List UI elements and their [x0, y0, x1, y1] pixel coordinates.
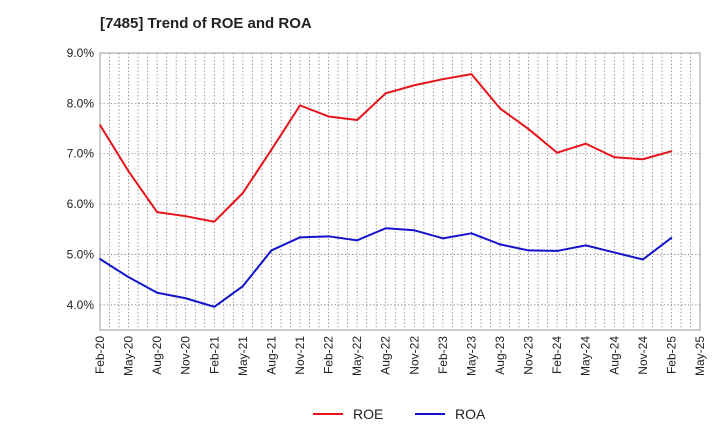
y-tick-label: 4.0%	[67, 298, 95, 312]
data-point-roe	[299, 104, 301, 107]
x-tick-label: May-24	[579, 336, 593, 376]
x-tick-label: May-23	[464, 336, 478, 376]
x-tick-label: Nov-21	[293, 336, 307, 375]
x-tick-label: Nov-24	[636, 336, 650, 375]
data-point-roe	[356, 119, 359, 121]
data-point-roe	[441, 78, 444, 81]
data-point-roe	[213, 220, 216, 223]
data-point-roe	[184, 215, 187, 218]
data-point-roa	[613, 251, 616, 254]
y-tick-label: 9.0%	[67, 46, 95, 60]
data-point-roe	[556, 151, 559, 154]
x-tick-label: Feb-24	[550, 336, 564, 374]
y-tick-label: 5.0%	[67, 247, 95, 261]
data-point-roe	[270, 148, 273, 151]
x-tick-label: Aug-21	[264, 336, 278, 375]
data-point-roa	[527, 249, 530, 252]
x-tick-label: Feb-25	[664, 336, 678, 374]
plot-frame	[99, 52, 701, 331]
x-tick-label: Aug-22	[379, 336, 393, 375]
data-point-roe	[670, 150, 673, 153]
data-point-roe	[127, 170, 130, 173]
data-point-roe	[413, 84, 416, 87]
data-point-roa	[184, 297, 187, 300]
data-point-roa	[99, 258, 101, 260]
data-point-roe	[99, 124, 101, 126]
x-tick-label: Nov-23	[522, 336, 536, 375]
data-point-roa	[641, 258, 644, 261]
x-tick-label: Aug-23	[493, 336, 507, 375]
y-tick-label: 6.0%	[67, 197, 95, 211]
y-axis-ticks: 4.0% 5.0% 6.0% 7.0% 8.0% 9.0%	[67, 46, 95, 312]
data-point-roe	[613, 156, 616, 159]
data-point-roa	[670, 236, 673, 239]
x-tick-label: May-21	[236, 336, 250, 376]
x-tick-label: Feb-23	[436, 336, 450, 374]
y-tick-label: 8.0%	[67, 96, 95, 110]
data-point-roe	[384, 92, 387, 95]
data-point-roa	[299, 236, 301, 239]
data-point-roe	[499, 107, 501, 110]
data-point-roa	[270, 249, 273, 252]
data-point-roa	[241, 285, 244, 288]
x-tick-label: May-20	[122, 336, 136, 376]
grid	[100, 53, 700, 330]
data-point-roa	[127, 276, 130, 279]
data-point-roa	[470, 232, 473, 235]
x-tick-label: Feb-22	[322, 336, 336, 374]
series-lines	[99, 73, 673, 308]
data-point-roa	[556, 250, 559, 252]
x-tick-label: Feb-21	[207, 336, 221, 374]
data-point-roa	[156, 291, 159, 294]
legend: ROE ROA	[313, 406, 486, 422]
x-tick-label: May-25	[693, 336, 707, 376]
data-point-roa	[413, 229, 416, 232]
chart-title: [7485] Trend of ROE and ROA	[100, 15, 312, 32]
data-point-roa	[213, 305, 216, 308]
data-point-roa	[327, 235, 330, 238]
data-point-roe	[241, 192, 244, 194]
legend-label-roa: ROA	[455, 406, 486, 422]
x-tick-label: Nov-20	[179, 336, 193, 375]
data-point-roe	[327, 115, 330, 118]
data-point-roe	[527, 128, 530, 130]
x-axis-ticks: Feb-20 May-20 Aug-20 Nov-20 Feb-21 May-21 Aug-…	[93, 336, 707, 376]
x-tick-label: Nov-22	[407, 336, 421, 375]
data-point-roe	[470, 73, 473, 76]
x-tick-label: Aug-24	[607, 336, 621, 375]
y-tick-label: 7.0%	[67, 147, 95, 161]
x-tick-label: May-22	[350, 336, 364, 376]
data-point-roa	[441, 237, 444, 240]
x-tick-label: Feb-20	[93, 336, 107, 374]
x-tick-label: Aug-20	[150, 336, 164, 375]
data-point-roa	[499, 243, 501, 246]
data-point-roe	[584, 142, 587, 145]
data-point-roe	[156, 211, 159, 214]
data-point-roa	[584, 244, 587, 247]
data-point-roe	[641, 158, 644, 161]
data-point-roa	[356, 239, 359, 242]
data-point-roa	[384, 227, 387, 230]
legend-label-roe: ROE	[353, 406, 383, 422]
